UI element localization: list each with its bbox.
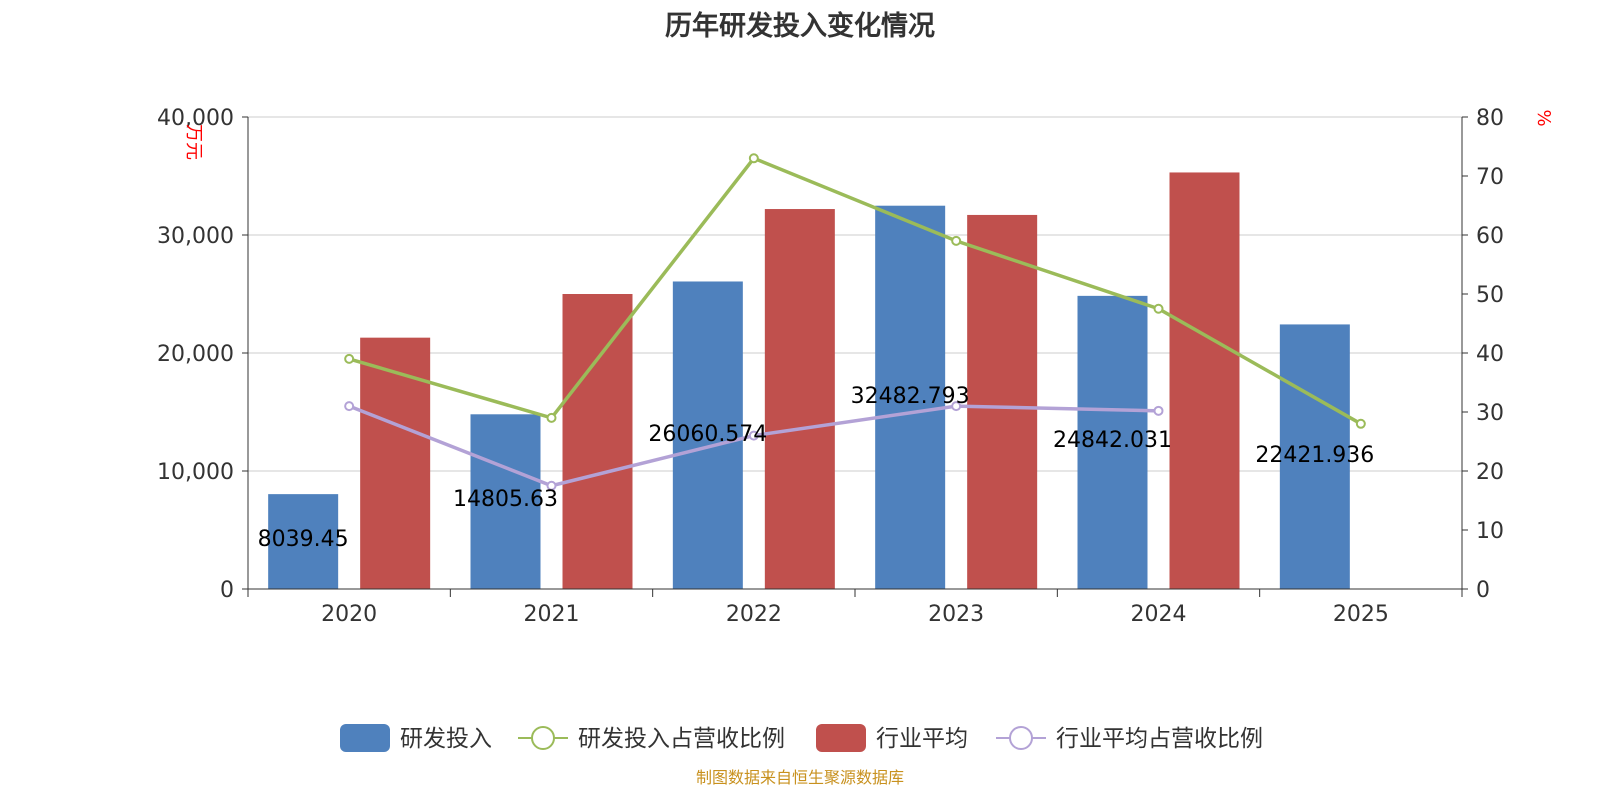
left-axis-tick-label: 40,000 bbox=[157, 106, 234, 131]
data-label-rd-investment: 22421.936 bbox=[1255, 443, 1374, 468]
bar-industry-average bbox=[1169, 172, 1240, 589]
legend-swatch-marker bbox=[1009, 726, 1033, 750]
right-axis-tick-label: 50 bbox=[1476, 283, 1504, 308]
legend: 研发投入 研发投入占营收比例 行业平均 行业平均占营收比例 bbox=[340, 724, 1263, 752]
bar-rd-investment bbox=[875, 205, 946, 589]
point-industry-ratio bbox=[951, 401, 962, 412]
bars bbox=[268, 172, 1350, 590]
bar-rd-investment bbox=[470, 414, 541, 589]
right-axis-tick-label: 10 bbox=[1476, 519, 1504, 544]
bar-industry-average bbox=[764, 209, 835, 590]
x-axis-tick-label: 2021 bbox=[524, 602, 580, 627]
x-axis-tick-label: 2022 bbox=[726, 602, 782, 627]
x-axis-tick-label: 2025 bbox=[1333, 602, 1389, 627]
chart-title: 历年研发投入变化情况 bbox=[665, 11, 935, 42]
bar-rd-investment bbox=[268, 494, 339, 589]
bar-industry-average bbox=[562, 294, 633, 589]
source-note: 制图数据来自恒生聚源数据库 bbox=[695, 768, 904, 787]
right-axis-tick-label: 30 bbox=[1476, 401, 1504, 426]
right-axis-tick-label: 40 bbox=[1476, 342, 1504, 367]
x-axis-tick-label: 2023 bbox=[928, 602, 984, 627]
right-axis-unit: % bbox=[1533, 109, 1554, 126]
legend-label: 行业平均占营收比例 bbox=[1056, 726, 1263, 752]
point-rd-ratio bbox=[951, 235, 962, 246]
data-label-rd-investment: 26060.574 bbox=[648, 422, 767, 447]
x-axis-tick-label: 2020 bbox=[321, 602, 377, 627]
data-labels: 8039.45 14805.63 26060.574 32482.793 24842.0… bbox=[258, 384, 1375, 552]
point-rd-ratio bbox=[546, 412, 557, 423]
point-rd-ratio bbox=[1355, 418, 1366, 429]
legend-swatch-bar bbox=[816, 724, 866, 752]
line-rd-ratio bbox=[348, 156, 1362, 426]
right-axis-tick-label: 80 bbox=[1476, 106, 1504, 131]
bar-rd-investment bbox=[1077, 295, 1148, 589]
left-axis-tick-label: 30,000 bbox=[157, 224, 234, 249]
legend-label: 研发投入占营收比例 bbox=[578, 726, 785, 752]
point-industry-ratio bbox=[344, 401, 355, 412]
bar-industry-average bbox=[360, 337, 431, 589]
legend-label: 行业平均 bbox=[876, 726, 968, 752]
data-label-rd-investment: 8039.45 bbox=[258, 527, 349, 552]
data-label-rd-investment: 14805.63 bbox=[453, 487, 558, 512]
data-label-rd-investment: 24842.031 bbox=[1053, 428, 1172, 453]
right-axis-tick-label: 20 bbox=[1476, 460, 1504, 485]
left-axis-tick-label: 0 bbox=[220, 578, 234, 603]
point-industry-ratio bbox=[546, 480, 557, 491]
legend-label: 研发投入 bbox=[400, 726, 492, 752]
left-axis-tick-label: 20,000 bbox=[157, 342, 234, 367]
x-axis-tick-label: 2024 bbox=[1131, 602, 1187, 627]
right-axis-tick-label: 0 bbox=[1476, 578, 1490, 603]
bar-industry-average bbox=[967, 214, 1038, 589]
data-label-rd-investment: 32482.793 bbox=[851, 384, 970, 409]
right-axis-tick-label: 60 bbox=[1476, 224, 1504, 249]
bar-rd-investment bbox=[672, 281, 743, 589]
legend-swatch-bar bbox=[340, 724, 390, 752]
point-industry-ratio bbox=[1153, 405, 1164, 416]
point-rd-ratio bbox=[344, 353, 355, 364]
right-axis-tick-label: 70 bbox=[1476, 165, 1504, 190]
left-axis-tick-label: 10,000 bbox=[157, 460, 234, 485]
bar-rd-investment bbox=[1279, 324, 1350, 589]
axes: 0 10,000 20,000 30,000 40,000 0 10 20 30 40 50 60 70… bbox=[157, 106, 1554, 627]
lines bbox=[344, 153, 1366, 491]
point-industry-ratio bbox=[748, 430, 759, 441]
legend-swatch-marker bbox=[531, 726, 555, 750]
left-axis-unit: 万元 bbox=[183, 124, 204, 160]
point-rd-ratio bbox=[748, 153, 759, 164]
grid-lines bbox=[248, 116, 1462, 472]
point-rd-ratio bbox=[1153, 303, 1164, 314]
